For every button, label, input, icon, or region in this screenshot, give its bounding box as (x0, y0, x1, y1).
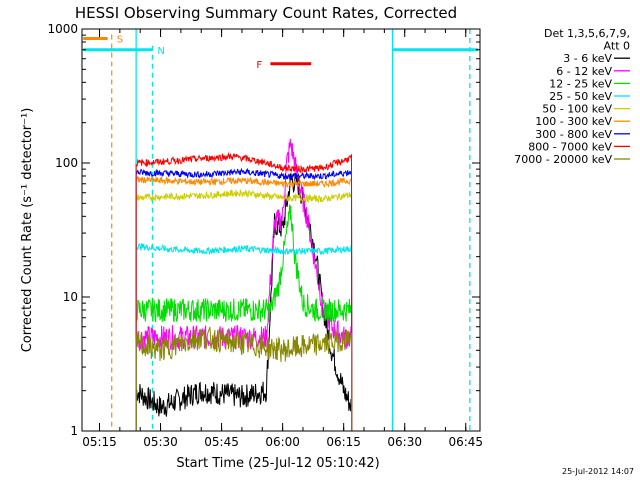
annotation-label-n: N (157, 46, 164, 57)
axis-ticks: 05:15 05:30 05:45 06:00 06:15 06:30 06:45 1 10 10… (47, 22, 483, 449)
series-line-2 (135, 204, 353, 432)
y-tick-label-0: 1 (70, 424, 78, 438)
y-tick-label-1: 10 (63, 290, 78, 304)
footer-date: 25-Jul-2012 14:07 (562, 467, 634, 476)
x-tick-label-1: 05:30 (143, 435, 178, 449)
series-line-7 (135, 151, 353, 432)
series-line-3 (135, 243, 353, 432)
legend-label-1: 6 - 12 keV (556, 65, 612, 78)
legend-label-4: 50 - 100 keV (542, 103, 612, 116)
x-tick-label-0: 05:15 (82, 435, 117, 449)
y-tick-label-3: 1000 (47, 22, 78, 36)
x-axis-label: Start Time (25-Jul-12 05:10:42) (176, 456, 379, 471)
legend-label-8: 7000 - 20000 keV (514, 153, 612, 166)
series-line-4 (135, 189, 353, 432)
annotation-label-f: F (256, 60, 262, 71)
legend-label-5: 100 - 300 keV (535, 115, 612, 128)
annotation-label-s: S (117, 34, 123, 45)
x-tick-label-5: 06:30 (387, 435, 422, 449)
legend-label-0: 3 - 6 keV (563, 52, 612, 65)
legend-label-7: 800 - 7000 keV (528, 140, 612, 153)
legend-header-0: Det 1,3,5,6,7,9, (544, 27, 630, 40)
legend-label-3: 25 - 50 keV (549, 90, 612, 103)
series-line-0 (135, 171, 353, 432)
plot-frame (81, 28, 481, 432)
series-line-5 (135, 175, 353, 432)
legend-label-6: 300 - 800 keV (535, 128, 612, 141)
legend-label-2: 12 - 25 keV (549, 77, 612, 90)
y-axis-label: Corrected Count Rate (s⁻¹ detector⁻¹) (20, 108, 35, 353)
plot-area: S N F (83, 29, 478, 432)
x-tick-label-6: 06:45 (448, 435, 483, 449)
series-line-6 (135, 167, 353, 432)
series-line-8 (135, 326, 353, 432)
legend-header-1: Att 0 (604, 40, 630, 53)
x-tick-label-3: 06:00 (265, 435, 300, 449)
x-tick-label-2: 05:45 (204, 435, 239, 449)
x-tick-label-4: 06:15 (326, 435, 361, 449)
chart-title: HESSI Observing Summary Count Rates, Cor… (75, 4, 457, 22)
y-tick-label-2: 100 (55, 156, 78, 170)
